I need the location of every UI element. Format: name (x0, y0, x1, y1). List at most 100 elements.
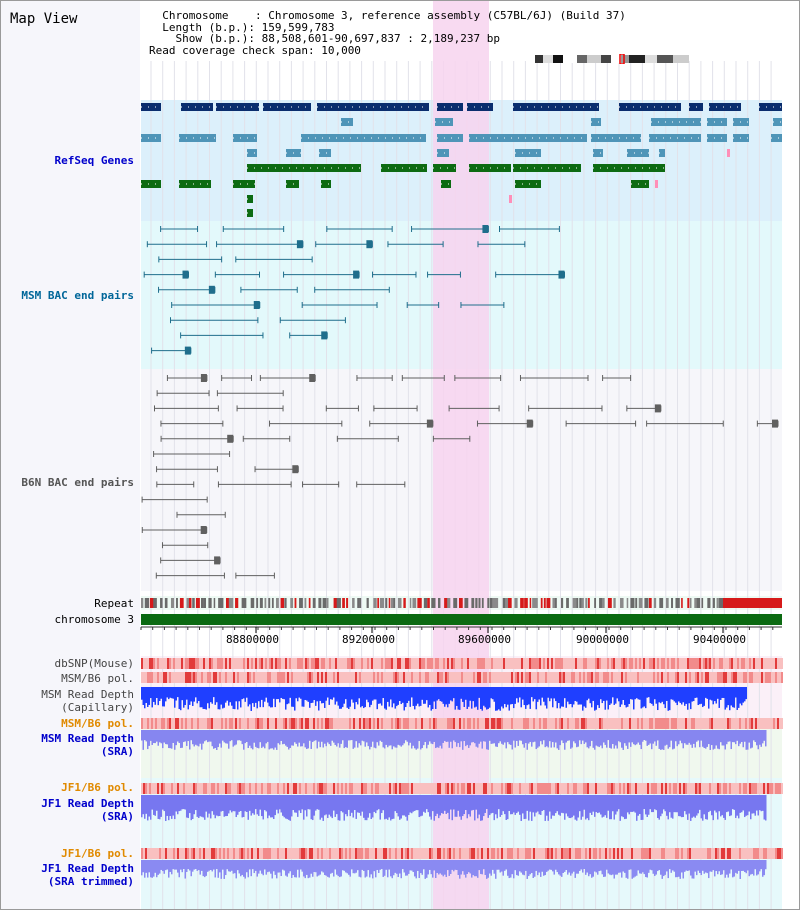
repeat-element (390, 598, 395, 608)
dbsnp-heat (229, 658, 231, 669)
dbsnp-heat (281, 658, 283, 669)
jf1-b6-pol-trim-heat (685, 848, 687, 859)
msm-capillary-depth (661, 687, 663, 702)
ideogram-current-region[interactable] (619, 54, 625, 64)
msm-sra-depth (709, 730, 711, 750)
jf1-trim-depth (654, 860, 656, 877)
msm-b6-pol-sra-heat (265, 718, 267, 729)
jf1-b6-pol-trim-heat (761, 848, 763, 859)
msm-capillary-depth (685, 687, 687, 704)
msm-b6-pol-heat (149, 672, 151, 683)
jf1-b6-pol-heat (193, 783, 195, 794)
msm-capillary-depth (612, 687, 614, 698)
jf1-trim-depth (649, 860, 651, 870)
jf1-trim-depth (295, 860, 297, 878)
repeat-element (630, 598, 635, 608)
jf1-b6-pol-heat (295, 783, 297, 794)
jf1-b6-pol-heat (673, 783, 675, 794)
b6n-bac-label[interactable]: B6N BAC end pairs (21, 476, 134, 489)
jf1-sra-depth (760, 795, 762, 812)
msm-sra-depth (544, 730, 546, 748)
msm-sra-depth (469, 730, 471, 746)
jf1-trim-depth (691, 860, 693, 879)
refseq-gene (619, 103, 681, 111)
jf1-sra-depth (516, 795, 518, 814)
dbsnp-heat (663, 658, 665, 669)
jf1-sra-depth (348, 795, 350, 810)
msm-capillary-depth (460, 687, 462, 699)
jf1-trim-depth (573, 860, 575, 872)
msm-capillary-depth (277, 687, 279, 700)
jf1-trim-depth (612, 860, 614, 875)
msm-sra-depth (288, 730, 290, 750)
jf1-sra-depth (582, 795, 584, 817)
jf1-sra-depth (222, 795, 224, 811)
msm-sra-depth (426, 730, 428, 749)
jf1-b6-pol-trim-heat (585, 848, 587, 859)
msm-b6-pol-sra-heat (757, 718, 759, 729)
msm-b6-pol-sra-heat (185, 718, 187, 729)
msm-capillary-depth (183, 687, 185, 708)
ideogram-band (553, 55, 563, 63)
chromosome-ideogram[interactable] (531, 54, 689, 64)
jf1-trim-depth (528, 860, 530, 877)
msm-capillary-depth (337, 687, 339, 706)
msm-sra-depth (417, 730, 419, 749)
msm-b6-pol-heat (425, 672, 427, 683)
msm-b6-pol-sra-heat (565, 718, 567, 729)
msm-capillary-depth (546, 687, 548, 709)
msm-sra-depth (681, 730, 683, 744)
dbsnp-heat (629, 658, 631, 669)
msm-capillary-depth (237, 687, 239, 710)
jf1-sra-depth (421, 795, 423, 816)
msm-capillary-depth (610, 687, 612, 704)
msm-sra-depth (763, 730, 765, 741)
msm-b6-pol-heat (627, 672, 629, 683)
jf1-b6-pol-heat (605, 783, 607, 794)
jf1-sra-depth (325, 795, 327, 815)
jf1-b6-pol-trim-heat (567, 848, 569, 859)
msm-b6-pol-heat (229, 672, 231, 683)
jf1-b6-pol-trim-heat (589, 848, 591, 859)
repeat-element (599, 598, 604, 608)
msm-b6-pol-heat (649, 672, 651, 683)
msm-b6-pol-heat (285, 672, 287, 683)
jf1-b6-pol-trim-heat (699, 848, 701, 859)
jf1-b6-pol-heat (781, 783, 783, 794)
msm-b6-pol-sra-heat (321, 718, 323, 729)
msm-b6-pol-sra-heat (447, 718, 449, 729)
msm-b6-pol-sra-heat (209, 718, 211, 729)
dbsnp-heat (315, 658, 317, 669)
msm-sra-depth (421, 730, 423, 749)
dbsnp-heat (311, 658, 313, 669)
msm-sra-depth (438, 730, 440, 748)
jf1-sra-depth (142, 795, 144, 815)
jf1-trim-depth (481, 860, 483, 875)
msm-bac-pair (208, 285, 215, 294)
msm-capillary-depth (726, 687, 728, 708)
msm-sra-depth (181, 730, 183, 748)
refseq-gene (441, 180, 451, 188)
jf1-sra-depth (414, 795, 416, 811)
jf1-b6-pol-trim-heat (701, 848, 703, 859)
msm-capillary-depth (204, 687, 206, 709)
jf1-b6-pol-trim-heat (189, 848, 191, 859)
msm-b6-pol-sra-heat (479, 718, 481, 729)
jf1-sra-depth (541, 795, 543, 811)
jf1-sra-depth (595, 795, 597, 813)
msm-bac-label[interactable]: MSM BAC end pairs (21, 289, 134, 302)
refseq-genes-label[interactable]: RefSeq Genes (55, 154, 134, 167)
msm-sra-depth (585, 730, 587, 743)
dbsnp-heat (317, 658, 319, 669)
msm-b6-pol-sra-heat (617, 718, 619, 729)
jf1-trim-depth (567, 860, 569, 875)
jf1-b6-pol-trim-heat (179, 848, 181, 859)
dbsnp-heat (377, 658, 379, 669)
jf1-sra-depth (625, 795, 627, 819)
jf1-trim-depth (702, 860, 704, 871)
jf1-trim-depth (217, 860, 219, 878)
jf1-b6-pol-heat (259, 783, 261, 794)
msm-b6-pol-heat (497, 672, 499, 683)
jf1-b6-pol-trim-heat (365, 848, 367, 859)
msm-b6-pol-sra-heat (199, 718, 201, 729)
